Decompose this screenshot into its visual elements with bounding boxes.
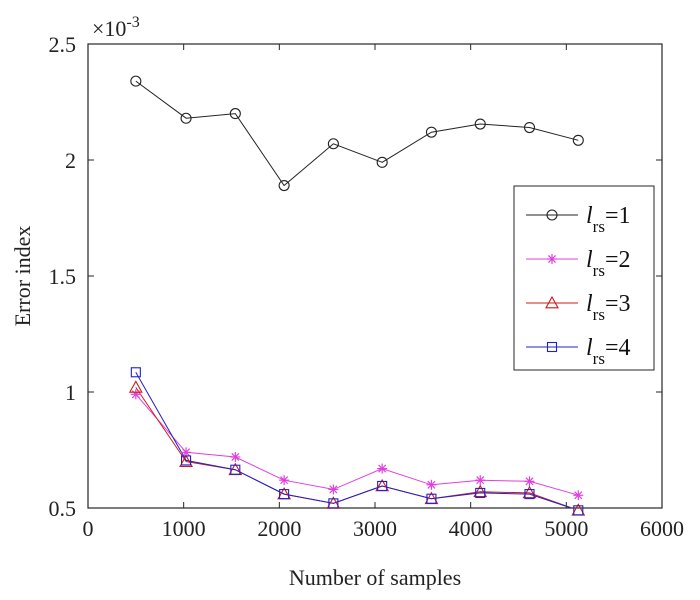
series-4-point xyxy=(524,489,535,500)
series-3-point xyxy=(522,485,537,499)
series-line-4 xyxy=(135,372,573,508)
series-line-2 xyxy=(135,393,579,496)
series-1-point xyxy=(327,138,339,150)
series-3-point xyxy=(473,484,488,498)
series-1-point xyxy=(376,156,388,168)
x-tick-label: 1000 xyxy=(162,516,206,541)
legend-box xyxy=(513,185,655,371)
legend-label-2: lrs=2 xyxy=(586,247,631,280)
legend-sub: rs xyxy=(593,217,605,236)
series-2-point xyxy=(130,389,141,400)
legend-var: l xyxy=(586,335,593,361)
series-4-point xyxy=(377,480,388,492)
legend-val: =2 xyxy=(605,247,631,273)
series-1-point xyxy=(180,112,192,124)
legend-val: =4 xyxy=(605,335,631,361)
series-4-point xyxy=(328,498,339,509)
series-1-point xyxy=(523,121,536,134)
y-tick-label: 0.5 xyxy=(49,496,77,521)
series-3-point xyxy=(179,454,193,467)
series-4-point xyxy=(426,493,437,504)
series-1-point xyxy=(572,134,584,146)
series-2-point xyxy=(475,475,486,486)
series-2-point xyxy=(279,475,290,486)
y-tick-label: 1.5 xyxy=(49,264,77,289)
series-2-point xyxy=(328,484,339,495)
y-tick-label: 2 xyxy=(65,148,76,173)
x-tick-label: 4000 xyxy=(449,516,493,541)
series-4-point xyxy=(181,455,192,466)
y-tick-label: 2.5 xyxy=(49,32,77,57)
series-1-point xyxy=(229,108,241,120)
exponent-label: ×10-3 xyxy=(92,14,140,41)
legend-sub: rs xyxy=(593,261,605,280)
legend-marker-3 xyxy=(545,295,559,309)
legend-marker-2 xyxy=(547,254,557,264)
legend-val: =1 xyxy=(605,203,631,229)
legend-label-1: lrs=1 xyxy=(586,203,631,236)
series-4-point xyxy=(279,489,290,500)
legend-sub: rs xyxy=(593,305,605,324)
x-tick-label: 5000 xyxy=(544,516,588,541)
series-line-1 xyxy=(135,80,579,187)
y-axis-label: Error index xyxy=(10,226,35,327)
series-4-point xyxy=(475,487,486,498)
legend-marker-1 xyxy=(546,209,558,221)
legend-var: l xyxy=(586,247,593,273)
series-4-point xyxy=(130,367,141,378)
legend-label-3: lrs=3 xyxy=(586,291,631,324)
series-2-point xyxy=(230,451,241,462)
x-tick-label: 2000 xyxy=(257,516,301,541)
series-4-point xyxy=(230,464,241,475)
series-2-point xyxy=(426,479,437,490)
series-1-point xyxy=(130,75,142,87)
y-tick-label: 1 xyxy=(65,380,76,405)
exponent-power: -3 xyxy=(126,14,139,31)
series-1-point xyxy=(474,118,486,130)
legend-label-4: lrs=4 xyxy=(586,335,631,368)
legend-marker-4 xyxy=(546,341,558,353)
series-4-point xyxy=(573,505,584,516)
x-tick-label: 3000 xyxy=(353,516,397,541)
legend-var: l xyxy=(586,291,593,317)
series-1-point xyxy=(425,126,437,138)
x-axis-label: Number of samples xyxy=(289,565,461,590)
legend-val: =3 xyxy=(605,291,631,317)
series-2-point xyxy=(573,490,584,501)
legend-var: l xyxy=(586,203,593,229)
x-tick-label: 0 xyxy=(83,516,94,541)
series-1-point xyxy=(278,179,290,192)
series-2-point xyxy=(524,476,535,487)
legend-sub: rs xyxy=(593,349,605,368)
series-3-point xyxy=(128,380,143,393)
x-tick-label: 6000 xyxy=(640,516,684,541)
series-2-point xyxy=(377,463,388,474)
